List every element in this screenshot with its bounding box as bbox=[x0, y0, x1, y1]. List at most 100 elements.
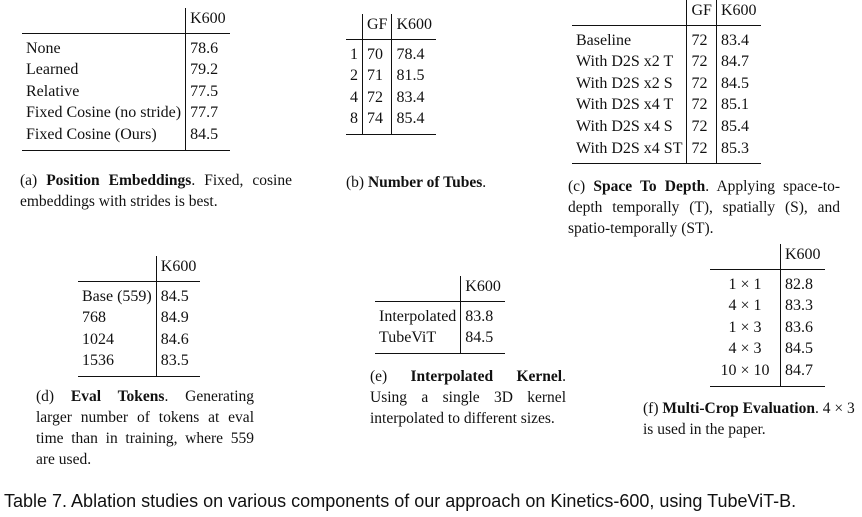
table-b-block: GF K600 1 70 78.4 2 71 81.5 4 72 83.4 8 bbox=[346, 14, 437, 135]
row-value: 83.8 bbox=[465, 307, 494, 325]
row-gf: 72 bbox=[686, 51, 717, 73]
table-row: TubeViT 84.5 bbox=[375, 327, 505, 354]
row-value: 84.9 bbox=[160, 309, 189, 327]
caption-title: Interpolated Kernel bbox=[410, 368, 563, 385]
caption-text: . 4 × 3 is used in the paper. bbox=[643, 400, 855, 438]
table-row: With D2S x4 S 72 85.4 bbox=[572, 115, 761, 138]
caption-prefix: (b) bbox=[346, 174, 368, 191]
row-label: 1 × 3 bbox=[710, 316, 781, 339]
row-k600: 85.4 bbox=[720, 117, 749, 135]
row-k600: 84.5 bbox=[720, 74, 749, 92]
row-value: 84.5 bbox=[190, 125, 219, 143]
table-e-block: K600 Interpolated 83.8 TubeViT 84.5 bbox=[375, 276, 505, 354]
table-row: 1 70 78.4 bbox=[346, 39, 436, 66]
table-d-block: K600 Base (559) 84.5 768 84.9 1024 84.6 … bbox=[78, 256, 201, 377]
row-k600: 85.1 bbox=[720, 96, 749, 114]
row-gf: 72 bbox=[686, 137, 717, 164]
row-k600: 78.4 bbox=[396, 45, 425, 63]
table-c-header-gf: GF bbox=[686, 0, 717, 26]
row-value: 83.6 bbox=[785, 318, 813, 336]
row-label: 4 × 1 bbox=[710, 295, 781, 317]
table-row: 4 72 83.4 bbox=[346, 86, 436, 109]
row-value: 84.5 bbox=[160, 287, 189, 305]
caption-title: Position Embeddings bbox=[46, 172, 192, 189]
row-gf: 74 bbox=[362, 108, 393, 135]
row-tubes: 1 bbox=[346, 39, 363, 66]
table-b: GF K600 1 70 78.4 2 71 81.5 4 72 83.4 8 bbox=[346, 14, 437, 135]
table-row: None 78.6 bbox=[22, 33, 230, 60]
row-label: With D2S x4 T bbox=[572, 94, 688, 116]
table-d-header-k600: K600 bbox=[160, 258, 197, 275]
table-row: Relative 77.5 bbox=[22, 80, 230, 103]
row-k600: 81.5 bbox=[396, 67, 425, 85]
table-row: 8 74 85.4 bbox=[346, 108, 437, 135]
caption-e: (e) Interpolated Kernel. Using a single … bbox=[370, 366, 566, 429]
caption-b: (b) Number of Tubes. bbox=[346, 172, 546, 193]
row-label: 1024 bbox=[78, 328, 157, 351]
row-label: Fixed Cosine (no stride) bbox=[26, 104, 182, 122]
caption-title: Eval Tokens bbox=[70, 388, 165, 405]
row-tubes: 8 bbox=[346, 108, 363, 135]
table-row: With D2S x4 T 72 85.1 bbox=[572, 94, 761, 116]
caption-a: (a) Position Embeddings. Fixed, cosine e… bbox=[20, 170, 292, 212]
table-c-header-k600: K600 bbox=[720, 2, 757, 19]
row-value: 83.3 bbox=[785, 297, 813, 315]
row-label: None bbox=[26, 39, 61, 57]
caption-text: . Generating larger number of tokens at … bbox=[36, 388, 255, 468]
table-row: Learned 79.2 bbox=[22, 59, 230, 81]
table-e: K600 Interpolated 83.8 TubeViT 84.5 bbox=[375, 276, 505, 354]
row-label: 768 bbox=[78, 307, 157, 329]
table-row: 1 × 3 83.6 bbox=[710, 316, 825, 339]
table-row: 1 × 1 82.8 bbox=[710, 269, 825, 296]
caption-prefix: (d) bbox=[36, 388, 71, 405]
table-row: Fixed Cosine (no stride) 77.7 bbox=[22, 102, 230, 124]
caption-title: Multi-Crop Evaluation bbox=[662, 400, 815, 417]
table-a: K600 None 78.6 Learned 79.2 Relative 77.… bbox=[22, 8, 230, 151]
row-value: 84.5 bbox=[785, 340, 813, 358]
table-row: With D2S x2 S 72 84.5 bbox=[572, 72, 761, 95]
caption-title: Space To Depth bbox=[593, 178, 706, 195]
caption-text: . Applying space-to-depth temporally (T)… bbox=[568, 178, 840, 237]
row-k600: 83.4 bbox=[396, 88, 425, 106]
table-caption: Table 7. Ablation studies on various com… bbox=[4, 491, 797, 511]
table-row: 1536 83.5 bbox=[78, 350, 201, 377]
row-value: 82.8 bbox=[785, 275, 813, 293]
caption-f: (f) Multi-Crop Evaluation. 4 × 3 is used… bbox=[643, 398, 861, 440]
row-gf: 72 bbox=[362, 86, 393, 109]
table-row: Interpolated 83.8 bbox=[375, 301, 505, 328]
row-label: Base (559) bbox=[78, 281, 157, 308]
caption-text: . Fixed, cosine embeddings with strides … bbox=[20, 172, 292, 210]
row-k600: 84.7 bbox=[720, 53, 749, 71]
row-gf: 72 bbox=[686, 25, 717, 52]
row-value: 77.5 bbox=[190, 82, 219, 100]
row-label: 1536 bbox=[78, 350, 157, 377]
table-row: Fixed Cosine (Ours) 84.5 bbox=[22, 123, 230, 151]
row-label: With D2S x4 S bbox=[572, 115, 688, 138]
row-value: 78.6 bbox=[190, 39, 219, 57]
row-gf: 70 bbox=[362, 39, 393, 66]
row-tubes: 2 bbox=[346, 65, 363, 87]
row-label: 10 × 10 bbox=[710, 359, 781, 387]
caption-prefix: (a) bbox=[20, 172, 47, 189]
caption-prefix: (c) bbox=[568, 178, 594, 195]
row-label: 4 × 3 bbox=[710, 338, 781, 360]
table-row: With D2S x2 T 72 84.7 bbox=[572, 51, 761, 73]
row-k600: 85.4 bbox=[396, 110, 425, 128]
table-b-header-gf: GF bbox=[362, 14, 393, 40]
row-label: Interpolated bbox=[375, 301, 462, 328]
row-label: Learned bbox=[26, 61, 79, 79]
row-gf: 72 bbox=[686, 72, 717, 95]
caption-text: . bbox=[482, 174, 487, 191]
row-label: Fixed Cosine (Ours) bbox=[26, 125, 157, 143]
table-row: 4 × 1 83.3 bbox=[710, 295, 825, 317]
row-gf: 71 bbox=[362, 65, 393, 87]
row-label: Baseline bbox=[572, 25, 688, 52]
table-row: 2 71 81.5 bbox=[346, 65, 436, 87]
table-f: K600 1 × 1 82.8 4 × 1 83.3 1 × 3 83.6 4 … bbox=[710, 244, 825, 387]
row-k600: 83.4 bbox=[720, 31, 749, 49]
caption-prefix: (e) bbox=[370, 368, 411, 385]
table-row: 4 × 3 84.5 bbox=[710, 338, 825, 360]
table-row: Base (559) 84.5 bbox=[78, 281, 200, 308]
row-value: 79.2 bbox=[190, 61, 219, 79]
row-label: TubeViT bbox=[375, 327, 462, 354]
